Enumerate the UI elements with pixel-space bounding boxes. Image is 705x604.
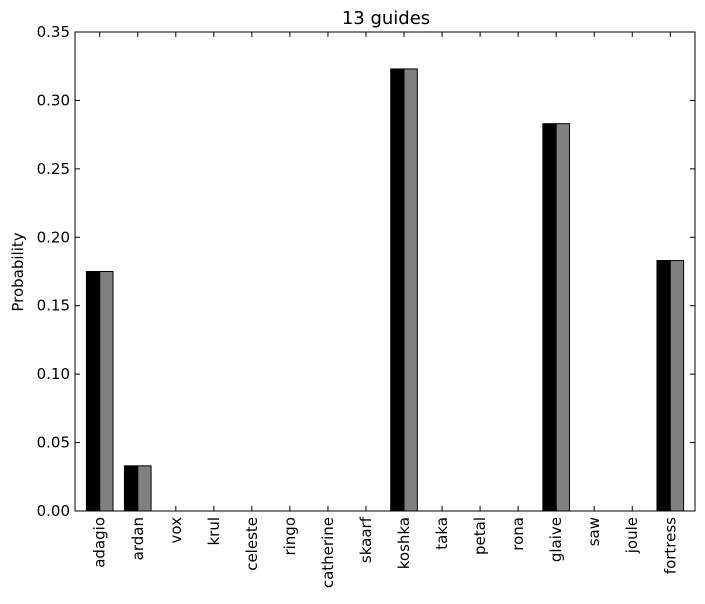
y-axis: 0.00 0.05 0.10 0.15 0.20 0.25 0.30 0.35 bbox=[37, 23, 695, 520]
bar-glaive-series-2 bbox=[555, 123, 570, 512]
x-tick-label-celeste: celeste bbox=[243, 517, 261, 571]
y-tick-label: 0.05 bbox=[37, 434, 70, 452]
x-axis: adagio ardan vox krul celeste ringo catherine s… bbox=[91, 32, 679, 588]
x-tick-label-saw: saw bbox=[585, 517, 603, 546]
bar-fortress-series-1 bbox=[656, 260, 671, 512]
y-axis-label: Probability bbox=[9, 232, 27, 311]
x-tick-label-adagio: adagio bbox=[91, 517, 109, 568]
bar-glaive-series-1 bbox=[542, 123, 557, 512]
x-tick-label-glaive: glaive bbox=[547, 517, 565, 562]
y-tick-label: 0.35 bbox=[37, 23, 70, 41]
y-tick-label: 0.10 bbox=[37, 365, 70, 383]
plot-frame bbox=[74, 31, 696, 512]
bar-adagio-series-1 bbox=[85, 271, 101, 512]
chart-title: 13 guides bbox=[342, 8, 430, 29]
x-tick-label-petal: petal bbox=[471, 517, 489, 555]
x-tick-label-krul: krul bbox=[205, 517, 223, 546]
x-tick-label-rona: rona bbox=[509, 517, 527, 551]
bars-group bbox=[85, 68, 685, 512]
x-tick-label-joule: joule bbox=[623, 517, 641, 554]
y-tick-label: 0.15 bbox=[37, 297, 70, 315]
x-tick-label-ringo: ringo bbox=[281, 517, 299, 556]
x-tick-label-skaarf: skaarf bbox=[357, 516, 375, 563]
x-tick-label-vox: vox bbox=[167, 517, 185, 544]
y-tick-label: 0.00 bbox=[37, 502, 70, 520]
x-tick-label-fortress: fortress bbox=[661, 517, 679, 574]
y-tick-label: 0.25 bbox=[37, 160, 70, 178]
x-tick-label-ardan: ardan bbox=[129, 517, 147, 560]
bar-koshka-series-2 bbox=[403, 68, 418, 512]
x-tick-label-catherine: catherine bbox=[319, 517, 337, 588]
bar-fortress-series-2 bbox=[669, 260, 685, 512]
x-tick-label-taka: taka bbox=[433, 517, 451, 550]
x-tick-label-koshka: koshka bbox=[395, 517, 413, 569]
y-tick-label: 0.30 bbox=[37, 91, 70, 109]
bar-adagio-series-2 bbox=[99, 271, 114, 512]
y-tick-label: 0.20 bbox=[37, 228, 70, 246]
bar-ardan-series-1 bbox=[123, 465, 139, 512]
bar-ardan-series-2 bbox=[137, 465, 152, 512]
bar-koshka-series-1 bbox=[390, 68, 405, 512]
